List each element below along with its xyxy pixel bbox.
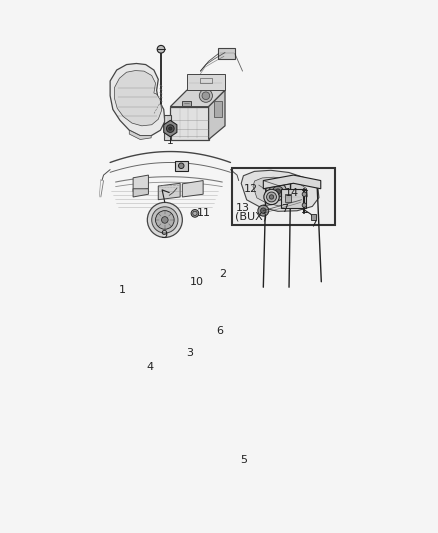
Text: 13: 13 — [236, 203, 250, 213]
Text: 12: 12 — [244, 184, 258, 194]
Text: (BUX): (BUX) — [236, 211, 268, 221]
Circle shape — [261, 208, 266, 213]
Circle shape — [258, 205, 269, 216]
Circle shape — [302, 203, 307, 207]
Polygon shape — [311, 214, 316, 220]
Polygon shape — [133, 189, 148, 197]
Polygon shape — [129, 130, 151, 140]
Polygon shape — [110, 63, 165, 136]
Text: 1: 1 — [119, 285, 126, 295]
Circle shape — [269, 195, 274, 199]
Bar — [214, 101, 222, 117]
Circle shape — [275, 189, 281, 195]
Circle shape — [264, 189, 279, 205]
Circle shape — [169, 127, 172, 130]
Circle shape — [166, 125, 174, 132]
Circle shape — [162, 216, 168, 223]
Polygon shape — [208, 90, 225, 140]
Circle shape — [179, 163, 184, 168]
Text: 9: 9 — [160, 230, 167, 240]
Circle shape — [155, 211, 174, 229]
Polygon shape — [175, 161, 188, 171]
Circle shape — [152, 207, 178, 233]
Polygon shape — [164, 115, 171, 140]
Text: 3: 3 — [186, 348, 193, 358]
Polygon shape — [158, 183, 180, 200]
Polygon shape — [263, 175, 321, 189]
Bar — [232, 168, 335, 224]
Polygon shape — [114, 70, 162, 126]
Text: 7: 7 — [282, 204, 289, 214]
Circle shape — [157, 45, 165, 53]
Polygon shape — [281, 189, 306, 208]
Circle shape — [191, 209, 199, 217]
Circle shape — [272, 186, 283, 197]
Bar — [285, 194, 291, 203]
Polygon shape — [241, 170, 319, 211]
Text: 4: 4 — [146, 361, 153, 372]
Polygon shape — [170, 107, 208, 140]
Polygon shape — [170, 90, 225, 107]
Circle shape — [202, 92, 210, 100]
Circle shape — [267, 192, 276, 202]
Circle shape — [269, 183, 286, 200]
Polygon shape — [164, 120, 177, 137]
Text: 5: 5 — [240, 455, 247, 465]
Text: 2: 2 — [219, 269, 226, 279]
Polygon shape — [219, 48, 235, 59]
Circle shape — [302, 192, 307, 197]
Circle shape — [199, 89, 212, 102]
Text: 10: 10 — [190, 277, 204, 287]
Polygon shape — [182, 181, 203, 197]
Polygon shape — [133, 175, 148, 191]
Polygon shape — [187, 74, 225, 90]
Polygon shape — [253, 177, 307, 206]
Text: 14: 14 — [285, 188, 299, 198]
Text: 6: 6 — [216, 326, 223, 336]
Polygon shape — [182, 101, 191, 106]
Text: 11: 11 — [197, 208, 211, 219]
Circle shape — [147, 203, 182, 237]
Bar — [201, 78, 212, 83]
